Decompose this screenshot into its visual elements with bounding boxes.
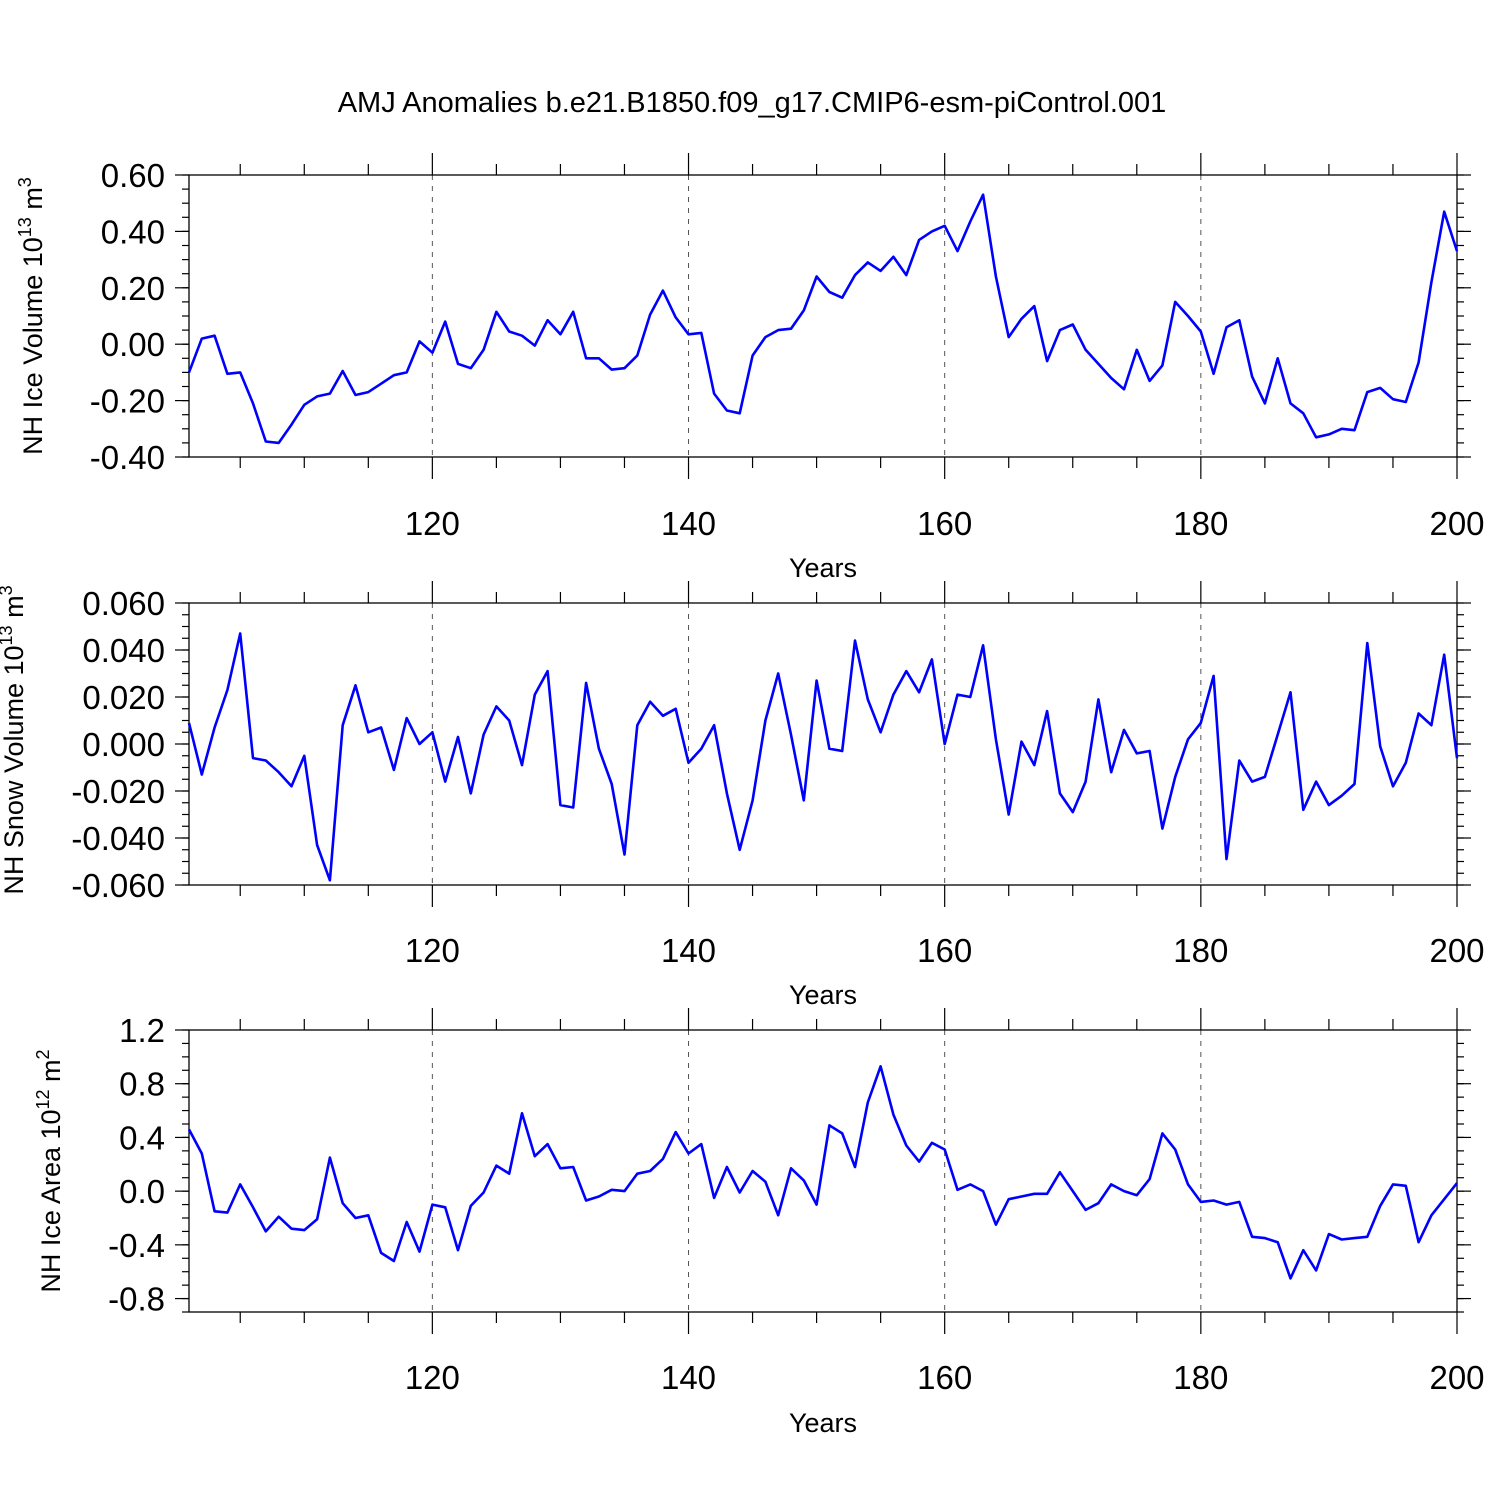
plot-frame — [188, 602, 1458, 886]
x-tick-label: 120 — [405, 932, 460, 969]
x-tick-label: 120 — [405, 1359, 460, 1396]
x-axis-label: Years — [789, 553, 857, 583]
x-tick-label: 160 — [917, 932, 972, 969]
y-tick-label: -0.4 — [108, 1227, 165, 1264]
y-tick-label: -0.8 — [108, 1281, 165, 1318]
series-line — [187, 1065, 1459, 1280]
panel-2: 0.060 0.040 0.020 0.000 -0.020 -0.040 -0.060 12… — [0, 581, 1485, 1010]
x-tick-label: 200 — [1429, 932, 1484, 969]
y-tick-label: 0.60 — [101, 157, 165, 194]
y-tick-label: -0.20 — [90, 383, 165, 420]
x-tick-label: 140 — [661, 1359, 716, 1396]
y-axis-label: NH Ice Area 1012 m2 — [33, 1049, 66, 1292]
y-tick-label: 1.2 — [119, 1012, 165, 1049]
y-tick-label: -0.060 — [71, 867, 165, 904]
x-tick-label: 140 — [661, 505, 716, 542]
series-line — [187, 632, 1459, 882]
x-axis-label: Years — [789, 980, 857, 1010]
plot-frame — [188, 174, 1458, 458]
y-tick-label: 0.040 — [82, 632, 165, 669]
y-axis-label: NH Snow Volume 1013 m3 — [0, 585, 29, 894]
y-tick-label: -0.020 — [71, 773, 165, 810]
x-tick-label: 180 — [1173, 932, 1228, 969]
x-tick-label: 120 — [405, 505, 460, 542]
x-tick-label: 160 — [917, 505, 972, 542]
x-tick-label: 200 — [1429, 505, 1484, 542]
y-tick-label: 0.0 — [119, 1173, 165, 1210]
panel-1: 0.60 0.40 0.20 0.00 -0.20 -0.40 120 140 160 180 20… — [15, 153, 1485, 583]
x-tick-label: 180 — [1173, 1359, 1228, 1396]
y-tick-label: 0.20 — [101, 270, 165, 307]
x-tick-label: 160 — [917, 1359, 972, 1396]
y-tick-label: -0.040 — [71, 820, 165, 857]
y-tick-label: 0.4 — [119, 1119, 165, 1156]
y-tick-label: 0.8 — [119, 1066, 165, 1103]
series-line — [187, 193, 1459, 445]
y-tick-label: 0.020 — [82, 679, 165, 716]
y-tick-label: 0.00 — [101, 326, 165, 363]
panels: 0.60 0.40 0.20 0.00 -0.20 -0.40 120 140 160 180 20… — [0, 153, 1485, 1438]
panel-3: 1.2 0.8 0.4 0.0 -0.4 -0.8 120 140 160 180 200 Years… — [33, 1008, 1485, 1438]
figure-title: AMJ Anomalies b.e21.B1850.f09_g17.CMIP6-… — [338, 87, 1167, 119]
y-axis-label: NH Ice Volume 1013 m3 — [15, 177, 48, 455]
plot-frame — [188, 1029, 1458, 1313]
x-tick-label: 140 — [661, 932, 716, 969]
x-axis-label: Years — [789, 1408, 857, 1438]
x-tick-label: 180 — [1173, 505, 1228, 542]
y-tick-label: 0.060 — [82, 585, 165, 622]
x-tick-label: 200 — [1429, 1359, 1484, 1396]
y-tick-label: -0.40 — [90, 439, 165, 476]
y-tick-label: 0.40 — [101, 213, 165, 250]
y-tick-label: 0.000 — [82, 726, 165, 763]
